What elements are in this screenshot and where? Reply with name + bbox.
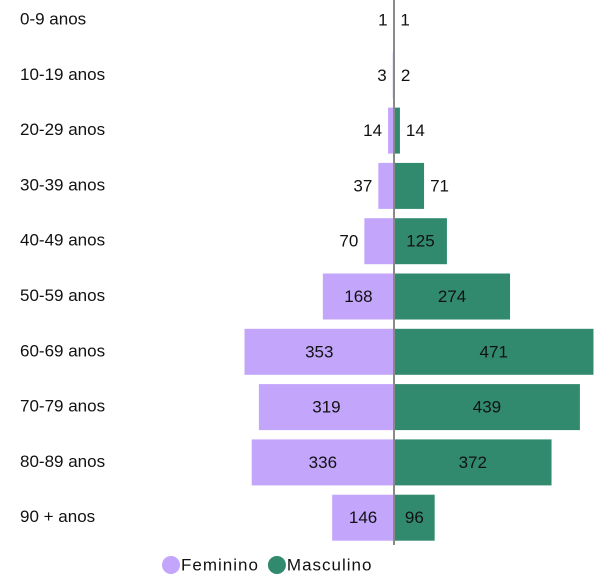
bar xyxy=(394,384,580,431)
value-label: 3 xyxy=(377,66,386,85)
legend-text: Feminino xyxy=(181,555,259,574)
bar xyxy=(394,218,447,265)
bar xyxy=(332,494,394,541)
category-label: 70-79 anos xyxy=(20,397,105,416)
bar xyxy=(394,162,425,209)
category-label: 60-69 anos xyxy=(20,341,105,360)
bar xyxy=(394,439,552,486)
bar xyxy=(244,328,394,375)
category-label: 10-19 anos xyxy=(20,65,105,84)
bar xyxy=(251,439,394,486)
bar xyxy=(364,218,394,265)
bar xyxy=(394,328,594,375)
value-label: 319 xyxy=(312,398,340,417)
value-label: 2 xyxy=(401,66,410,85)
legend-marker xyxy=(267,556,286,574)
category-label: 0-9 anos xyxy=(20,9,86,28)
value-label: 274 xyxy=(438,287,466,306)
legend-text: Masculino xyxy=(287,555,373,574)
bar xyxy=(388,107,394,154)
value-label: 14 xyxy=(363,121,382,140)
category-label: 40-49 anos xyxy=(20,231,105,250)
value-label: 146 xyxy=(349,508,377,527)
value-label: 14 xyxy=(406,121,425,140)
value-label: 125 xyxy=(406,232,434,251)
value-label: 353 xyxy=(305,342,333,361)
bar xyxy=(258,384,394,431)
bar xyxy=(394,494,435,541)
value-label: 439 xyxy=(473,398,501,417)
bar xyxy=(394,107,400,154)
bar xyxy=(322,273,394,320)
category-label: 80-89 anos xyxy=(20,452,105,471)
category-label: 90 + anos xyxy=(20,507,95,526)
legend-marker xyxy=(162,556,180,574)
value-label: 70 xyxy=(339,232,358,251)
bar xyxy=(394,273,511,320)
value-label: 336 xyxy=(309,453,337,472)
value-label: 1 xyxy=(400,10,409,29)
category-label: 20-29 anos xyxy=(20,120,105,139)
category-label: 50-59 anos xyxy=(20,286,105,305)
value-label: 471 xyxy=(480,342,508,361)
value-label: 1 xyxy=(378,10,387,29)
value-label: 168 xyxy=(344,287,372,306)
category-label: 30-39 anos xyxy=(20,175,105,194)
value-label: 37 xyxy=(353,176,372,195)
value-label: 71 xyxy=(430,176,449,195)
value-label: 372 xyxy=(459,453,487,472)
bar xyxy=(378,162,394,209)
value-label: 96 xyxy=(405,508,424,527)
